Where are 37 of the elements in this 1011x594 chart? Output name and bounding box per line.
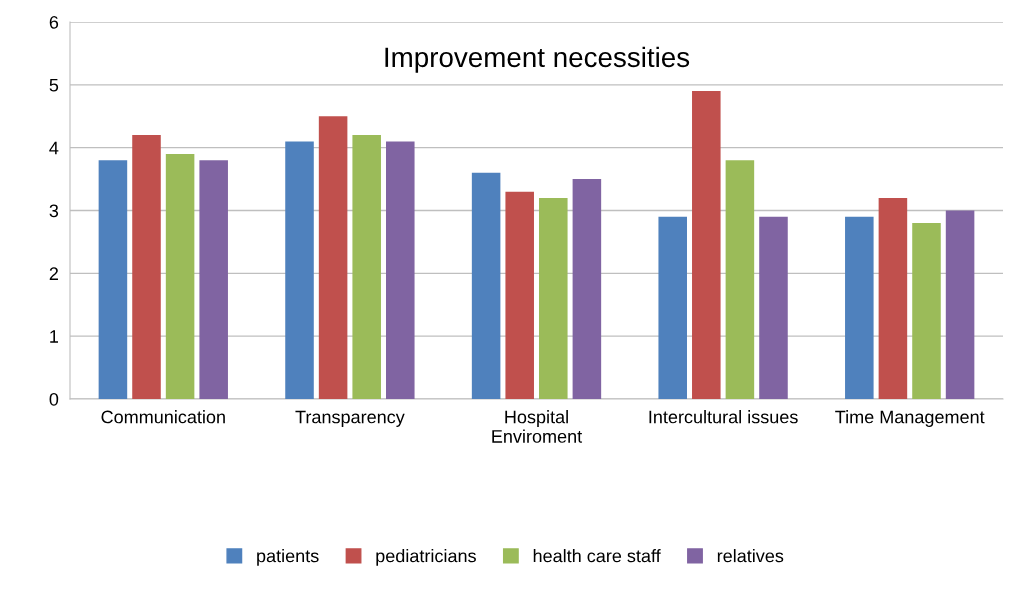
bar (199, 160, 228, 399)
bar (878, 197, 908, 399)
bar (692, 91, 721, 399)
text: Improvement necessities (385, 46, 690, 73)
bar (725, 160, 755, 399)
x-tick-label: Communication (101, 410, 225, 424)
bar (471, 172, 501, 399)
legend-label: patients (257, 549, 319, 566)
bar (759, 216, 788, 399)
bar (285, 141, 314, 399)
bar (165, 153, 195, 399)
bar (539, 197, 568, 399)
bar (505, 191, 534, 399)
legend-label: pediatricians (376, 549, 476, 566)
y-tick-label: 0 (49, 392, 59, 406)
x-tick-label: Hospital Enviroment (492, 410, 583, 443)
bar (572, 179, 602, 399)
bar (132, 135, 161, 399)
bar (945, 210, 975, 399)
x-tick-label: Time Management (835, 410, 985, 427)
y-tick-label: 4 (49, 141, 59, 155)
legend-label: relatives (717, 549, 784, 563)
legend-label: health care staff (533, 549, 661, 563)
bar (318, 116, 348, 399)
y-tick-label: 6 (49, 15, 59, 29)
bar (912, 223, 941, 399)
bar (658, 216, 687, 399)
x-tick-label: Transparency (295, 410, 405, 427)
bar (386, 141, 415, 399)
y-tick-label: 2 (49, 267, 58, 280)
y-tick-label: 5 (49, 78, 59, 92)
y-tick-label: 3 (49, 204, 59, 218)
bar (845, 216, 874, 399)
bar (352, 135, 381, 399)
bar (98, 160, 128, 399)
y-tick-label: 1 (50, 330, 59, 343)
x-tick-label: Intercultural issues (649, 410, 798, 424)
